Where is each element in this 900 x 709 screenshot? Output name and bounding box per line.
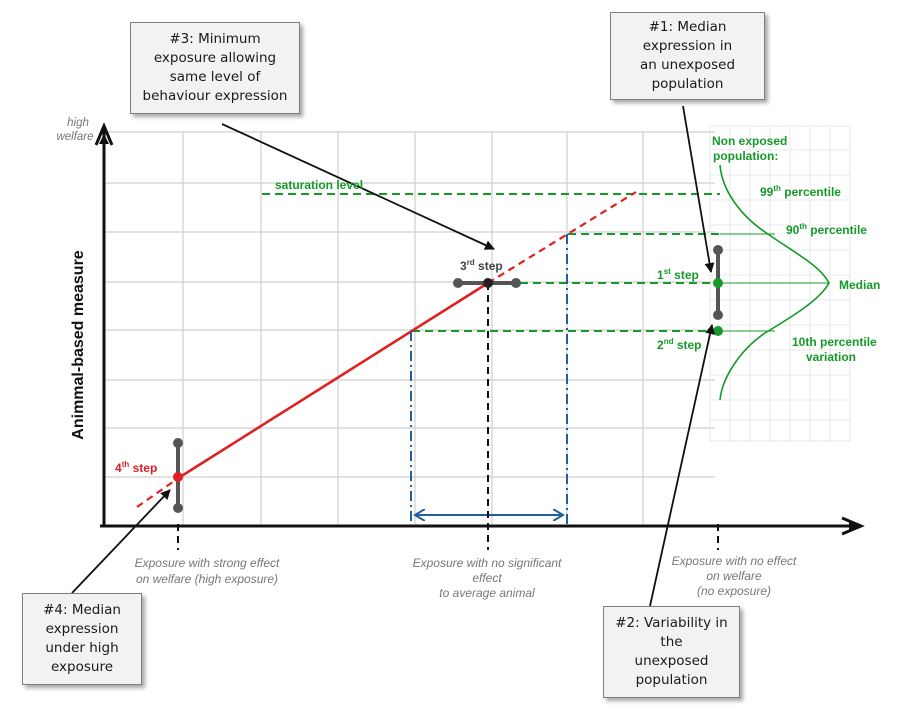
background-grid [104, 131, 715, 524]
arrow-c2 [649, 324, 715, 607]
response-line-dashed-lower [136, 476, 181, 508]
arrow-c1 [682, 105, 715, 273]
step1-marker [713, 245, 723, 336]
callout-median-unexposed: #1: Median expression in an unexposed po… [610, 12, 765, 100]
non-exposed-label-2: population: [713, 149, 778, 163]
p90-label: 90th percentile [786, 222, 867, 237]
exposure-markers [177, 283, 719, 550]
no-effect-line-2: on welfare [706, 569, 762, 583]
arrow-c3 [221, 123, 495, 250]
y-axis-arrow [94, 122, 114, 146]
step4-label: 4th step [115, 460, 157, 475]
y-axis-top-label-1: high [67, 117, 89, 129]
y-axis-label: Animmal-based measure [70, 250, 87, 440]
no-significant-line-1: Exposure with no significant [413, 556, 562, 570]
no-significant-line-2: effect [472, 571, 502, 585]
callout-3-text: #3: Minimum exposure allowing same level… [142, 31, 288, 104]
p99-label: 99th percentile [760, 184, 841, 199]
callout-1-text: #1: Median expression in an unexposed po… [639, 19, 736, 92]
non-exposed-label-1: Non exposed [712, 134, 787, 148]
response-line-dashed-upper [487, 191, 637, 284]
y-axis-top-label-2: welfare [56, 131, 93, 143]
callout-2-text: #2: Variability in the unexposed populat… [615, 615, 728, 688]
x-axis-arrow [841, 516, 865, 536]
step3-label: 3rd step [460, 258, 503, 273]
callout-minimum-exposure: #3: Minimum exposure allowing same level… [130, 22, 300, 114]
step2-label: 2nd step [657, 337, 702, 352]
high-exposure-line-1: Exposure with strong effect [135, 556, 280, 570]
arrow-c4 [71, 489, 171, 594]
callout-4-text: #4: Median expression under high exposur… [43, 602, 121, 675]
response-line [179, 281, 489, 479]
callout-variability: #2: Variability in the unexposed populat… [603, 606, 740, 698]
saturation-label: saturation level [275, 178, 363, 192]
reference-lines [262, 193, 720, 332]
callout-high-exposure: #4: Median expression under high exposur… [22, 593, 142, 685]
p10-label-1: 10th percentile [792, 335, 877, 349]
p10-label-2: variation [806, 350, 856, 364]
step4-marker [173, 438, 183, 513]
distribution-curve [719, 164, 830, 401]
median-label: Median [839, 278, 880, 292]
step1-label: 1st step [657, 267, 699, 282]
no-effect-line-1: Exposure with no effect [672, 554, 797, 568]
callout-arrows [71, 105, 715, 607]
no-significant-line-3: to average animal [439, 586, 535, 600]
interval-lines [410, 234, 568, 524]
high-exposure-line-2: on welfare (high exposure) [136, 572, 278, 586]
no-effect-line-3: (no exposure) [697, 584, 771, 598]
step3-marker [453, 278, 521, 288]
